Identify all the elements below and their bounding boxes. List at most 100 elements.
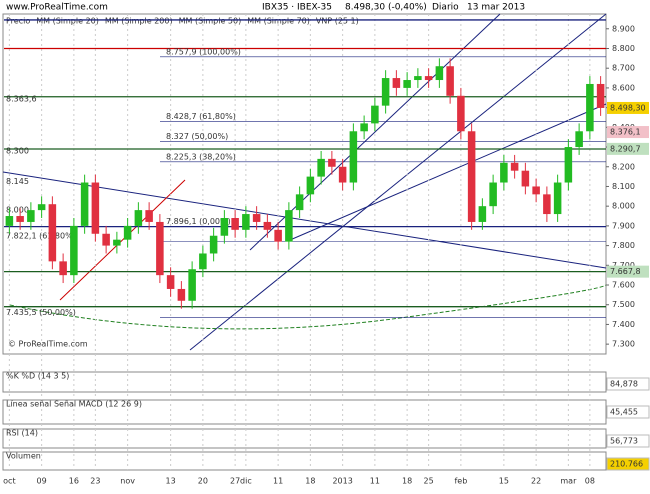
candle-body xyxy=(199,253,207,270)
fib-label: 7.822,1 (61,80%) xyxy=(6,232,76,241)
panel-title: Línea señal Señal MACD (12 26 9) xyxy=(6,400,142,409)
candle-body xyxy=(564,147,573,183)
x-tick-label: feb xyxy=(454,477,467,486)
candle-body xyxy=(392,78,401,88)
y-tick-label: 8.100 xyxy=(612,182,635,191)
panel-frame xyxy=(2,428,607,449)
x-tick-label: mar xyxy=(560,477,577,486)
candle-body xyxy=(532,186,540,195)
candle-body xyxy=(543,194,551,215)
x-tick-label: 2013 xyxy=(332,477,352,486)
price: 8.498,30 (-0,40%) xyxy=(345,3,427,13)
candle-body xyxy=(91,182,100,234)
profile-label: 8.145 xyxy=(6,177,29,186)
legend-entry: MM (Simple 50) xyxy=(179,17,242,26)
candle-body xyxy=(59,261,67,276)
profile-label: 8.300 xyxy=(6,147,29,156)
trend-line xyxy=(2,171,607,269)
candle-body xyxy=(317,158,325,177)
candle-body xyxy=(220,218,229,236)
candle-body xyxy=(231,218,239,230)
x-tick-label: 08 xyxy=(585,477,595,486)
panel-title: %K %D (14 3 5) xyxy=(6,372,69,381)
candle-body xyxy=(381,78,390,106)
y-tick-label: 7.900 xyxy=(612,221,635,230)
candle-body xyxy=(274,229,282,242)
candle-body xyxy=(328,158,336,167)
x-tick-label: 13 xyxy=(166,477,176,486)
panel-frame xyxy=(2,399,607,425)
fib-label: 8.327 (50,00%) xyxy=(166,132,228,141)
candle-body xyxy=(70,225,78,276)
fib-label: 8.225,3 (38,20%) xyxy=(166,152,236,161)
x-tick-label: 25 xyxy=(424,477,434,486)
candle-body xyxy=(177,288,186,301)
profile-label: 8.363,6 xyxy=(6,95,37,104)
price-label: 8.290,7 xyxy=(610,144,641,153)
panel-value: 84,878 xyxy=(610,380,638,389)
panel-value: 45,455 xyxy=(610,408,638,417)
candle-body xyxy=(435,66,444,81)
candle-body xyxy=(596,83,605,108)
candle-body xyxy=(295,194,304,211)
candle-body xyxy=(5,216,14,226)
candle-body xyxy=(166,275,175,289)
y-tick-label: 8.800 xyxy=(612,44,635,53)
y-tick-label: 7.400 xyxy=(612,320,635,329)
panel-frame xyxy=(2,451,607,471)
candle-body xyxy=(446,66,454,96)
x-tick-label: 20 xyxy=(198,477,208,486)
candle-body xyxy=(575,131,583,148)
candle-body xyxy=(16,216,24,222)
y-tick-label: 8.200 xyxy=(612,162,635,171)
candle-body xyxy=(338,166,347,183)
candle-body xyxy=(113,239,121,246)
candle-body xyxy=(457,95,465,132)
x-tick-label: 18 xyxy=(402,477,412,486)
candle-body xyxy=(123,225,132,240)
x-tick-label: dic xyxy=(240,477,252,486)
x-tick-label: 27 xyxy=(230,477,240,486)
candle-body xyxy=(521,170,530,187)
x-tick-label: 15 xyxy=(499,477,509,486)
candle-body xyxy=(414,76,422,81)
candle-body xyxy=(263,221,272,230)
fib-label: 7.896,1 (0,00%) xyxy=(166,217,231,226)
copyright: © ProRealTime.com xyxy=(8,340,88,349)
panel-title: RSI (14) xyxy=(6,429,38,438)
candle-body xyxy=(134,210,143,226)
candle-body xyxy=(403,80,411,88)
y-tick-label: 8.600 xyxy=(612,83,635,92)
candle-body xyxy=(209,235,218,254)
candle-body xyxy=(500,162,508,183)
x-tick-label: 18 xyxy=(305,477,315,486)
panel-title: Volumen xyxy=(6,452,41,461)
panel-value-box xyxy=(606,434,650,448)
site: www.ProRealTime.com xyxy=(6,3,108,13)
panel-value-box xyxy=(606,457,650,471)
candle-body xyxy=(37,204,46,211)
x-tick-label: 11 xyxy=(370,477,380,486)
fib-label: 7.435,5 (50,00%) xyxy=(6,308,76,317)
plot-frame xyxy=(2,13,607,355)
y-tick-label: 8.900 xyxy=(612,24,635,33)
candle-body xyxy=(306,176,315,195)
date: 13 mar 2013 xyxy=(467,3,525,13)
price-label-box xyxy=(607,265,649,278)
x-tick-label: 11 xyxy=(273,477,283,486)
candle-body xyxy=(145,210,153,222)
y-tick-label: 7.700 xyxy=(612,261,635,270)
price-label-box xyxy=(607,126,649,139)
y-tick-label: 8.700 xyxy=(612,64,635,73)
panel-value: 56,773 xyxy=(610,437,638,446)
candle-body xyxy=(371,105,379,124)
legend-entry: Precio xyxy=(6,17,30,26)
panel-value-box xyxy=(606,405,650,419)
candle-body xyxy=(80,182,89,226)
candle-body xyxy=(285,210,293,242)
price-label-box xyxy=(607,142,649,155)
channel-line xyxy=(189,13,607,351)
x-tick-label: oct xyxy=(3,477,15,486)
candle-body xyxy=(586,83,594,132)
